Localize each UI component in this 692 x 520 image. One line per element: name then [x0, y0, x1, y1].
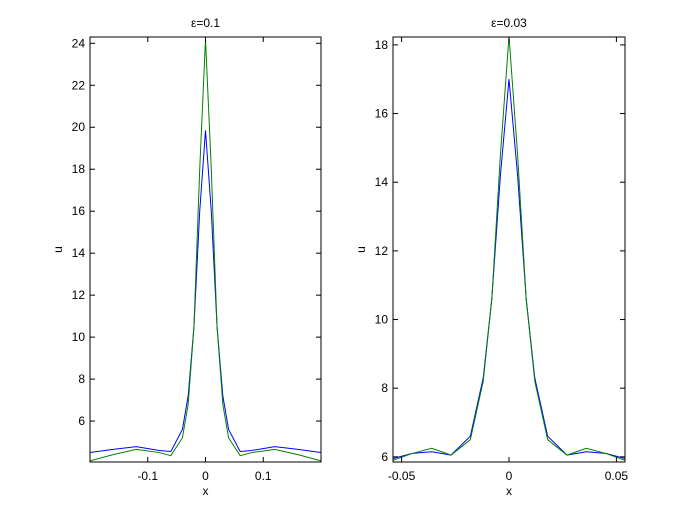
y-tick-label: 14 — [375, 175, 389, 189]
y-tick-label: 16 — [72, 204, 86, 218]
y-tick-label: 10 — [72, 330, 86, 344]
y-tick-label: 8 — [381, 381, 388, 395]
plot-area — [90, 37, 321, 462]
chart-title: ε=0.03 — [491, 16, 527, 30]
chart-title: ε=0.1 — [191, 16, 220, 30]
y-tick-label: 10 — [375, 313, 389, 327]
data-line — [393, 37, 625, 461]
y-tick-label: 14 — [72, 246, 86, 260]
y-tick-label: 20 — [72, 120, 86, 134]
y-tick-label: 16 — [375, 107, 389, 121]
x-tick-label: 0 — [202, 469, 209, 483]
y-tick-label: 6 — [381, 450, 388, 464]
y-tick-label: 6 — [78, 414, 85, 428]
x-axis-label: x — [203, 484, 209, 498]
y-tick-label: 22 — [72, 78, 86, 92]
x-tick-label: 0 — [506, 469, 513, 483]
y-tick-label: 18 — [375, 38, 389, 52]
x-tick-label: -0.05 — [388, 469, 416, 483]
y-axis-label: u — [51, 246, 65, 253]
y-axis-label: u — [354, 246, 368, 253]
plot-area — [393, 37, 625, 462]
y-tick-label: 18 — [72, 162, 86, 176]
y-tick-label: 12 — [72, 288, 86, 302]
y-tick-label: 24 — [72, 36, 86, 50]
x-tick-label: 0.1 — [255, 469, 272, 483]
y-tick-label: 8 — [78, 372, 85, 386]
y-tick-label: 12 — [375, 244, 389, 258]
data-line — [393, 79, 625, 460]
x-axis-label: x — [506, 484, 512, 498]
x-tick-label: -0.1 — [137, 469, 158, 483]
x-tick-label: 0.05 — [605, 469, 629, 483]
data-line — [90, 130, 321, 454]
